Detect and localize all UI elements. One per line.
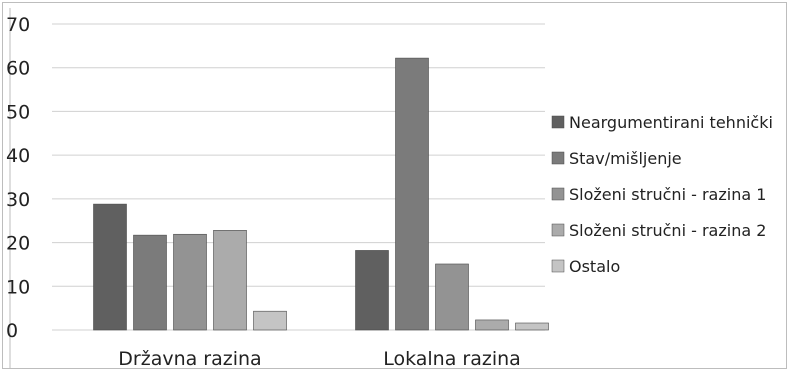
bar (213, 230, 247, 331)
bar (93, 203, 127, 331)
y-tick-label: 60 (6, 58, 30, 80)
y-tick-label: 0 (6, 320, 18, 342)
legend-label: Stav/mišljenje (569, 149, 682, 168)
y-tick-label: 10 (6, 276, 30, 298)
y-tick-label: 20 (6, 233, 30, 255)
legend-swatch (551, 259, 565, 273)
bar (475, 319, 509, 331)
legend-swatch (551, 187, 565, 201)
bar (355, 250, 389, 331)
x-category-label: Državna razina (118, 348, 261, 370)
y-tick-label: 50 (6, 101, 30, 123)
bar (435, 263, 469, 331)
bar (515, 322, 549, 331)
y-tick-label: 40 (6, 145, 30, 167)
legend-swatch (551, 151, 565, 165)
legend-label: Ostalo (569, 257, 620, 276)
legend-label: Složeni stručni - razina 1 (569, 185, 766, 204)
y-tick-label: 30 (6, 189, 30, 211)
bar (173, 233, 207, 331)
bar (253, 310, 287, 331)
y-tick-label: 70 (6, 14, 30, 36)
bar (395, 57, 429, 331)
legend-label: Neargumentirani tehnički (569, 113, 773, 132)
legend-label: Složeni stručni - razina 2 (569, 221, 766, 240)
x-category-label: Lokalna razina (383, 348, 521, 370)
bar (133, 234, 167, 331)
legend-swatch (551, 223, 565, 237)
legend-swatch (551, 115, 565, 129)
